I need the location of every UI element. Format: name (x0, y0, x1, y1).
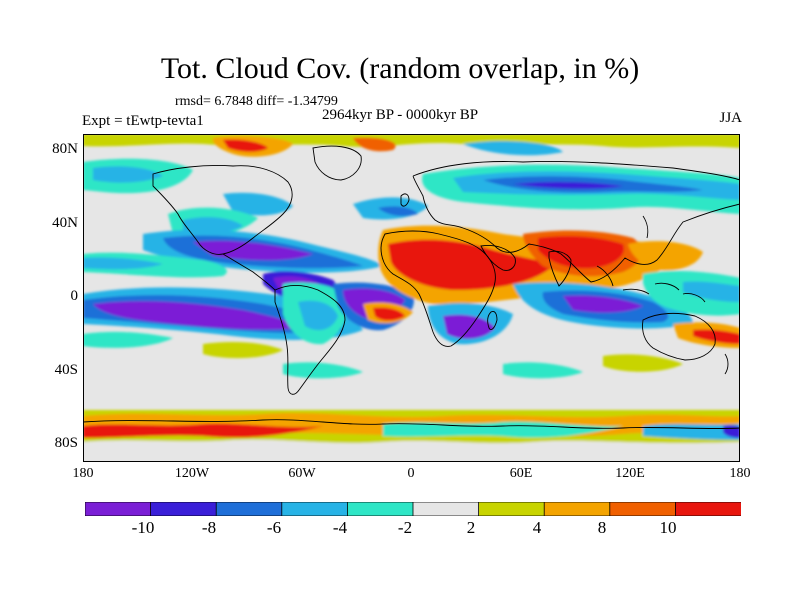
season-label: JJA (719, 110, 742, 126)
colorbar-label-1: -10 (131, 518, 155, 537)
colorbar-swatch (150, 502, 218, 516)
colorbar (85, 502, 741, 516)
lat-tick-40n: 40N (52, 215, 78, 231)
colorbar-label-6: 2 (466, 518, 476, 537)
lon-tick-60e: 60E (509, 466, 533, 481)
colorbar-label-2: -8 (201, 518, 217, 537)
colorbar-swatch (85, 502, 152, 516)
stats-label: rmsd= 6.7848 diff= -1.34799 (175, 94, 338, 109)
lat-tick-40s: 40S (54, 362, 78, 378)
lon-tick-0: 0 (407, 466, 415, 481)
colorbar-label-9: 10 (659, 518, 677, 537)
colorbar-label-3: -6 (266, 518, 282, 537)
period-label: 2964kyr BP - 0000kyr BP (322, 107, 479, 123)
lon-tick-180w: 180 (72, 466, 94, 481)
colorbar-label-8: 8 (597, 518, 607, 537)
lat-tick-80n: 80N (52, 141, 78, 157)
colorbar-label-7: 4 (532, 518, 542, 537)
cloud-anomaly-map (83, 134, 740, 462)
chart-title: Tot. Cloud Cov. (random overlap, in %) (160, 52, 640, 85)
colorbar-swatch (543, 502, 611, 516)
lat-tick-eq: 0 (70, 288, 79, 304)
coastlines (83, 145, 740, 430)
anomaly-fields (83, 134, 740, 462)
colorbar-label-5: -2 (397, 518, 413, 537)
colorbar-swatch (412, 502, 480, 516)
colorbar-swatch (215, 502, 283, 516)
lon-tick-60w: 60W (288, 466, 316, 481)
colorbar-swatch (281, 502, 349, 516)
lon-tick-120w: 120W (174, 466, 210, 481)
colorbar-swatch (478, 502, 546, 516)
lon-tick-180e: 180 (729, 466, 751, 481)
colorbar-swatch (346, 502, 414, 516)
colorbar-label-4: -4 (332, 518, 348, 537)
lon-tick-120e: 120E (615, 466, 645, 481)
colorbar-swatch (609, 502, 677, 516)
lat-tick-80s: 80S (54, 435, 78, 451)
colorbar-swatch (675, 502, 741, 516)
experiment-label: Expt = tEwtp-tevta1 (82, 113, 204, 129)
